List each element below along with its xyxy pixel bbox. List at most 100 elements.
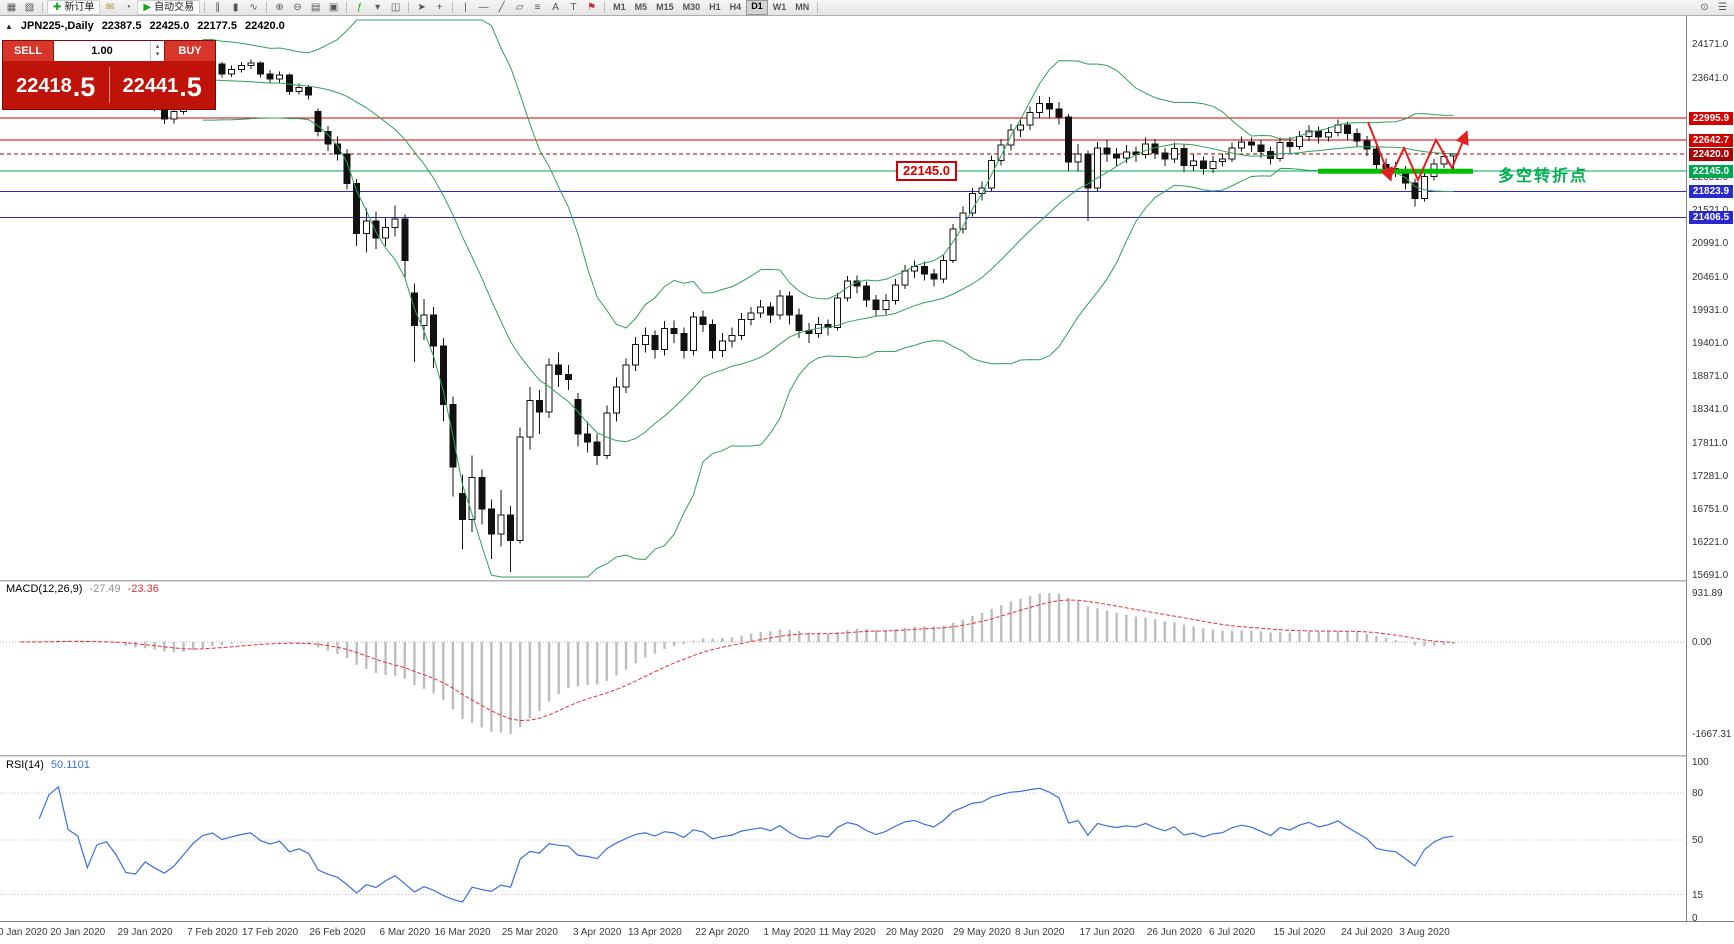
horizontal-line-icon[interactable]: — xyxy=(478,2,489,13)
horizontal-level-lines[interactable] xyxy=(0,117,1686,218)
fibonacci-icon[interactable]: ≡ xyxy=(534,2,541,13)
autotrading-button-label: 自动交易 xyxy=(154,2,195,13)
macd-panel-splitter[interactable] xyxy=(0,580,1734,582)
candlesticks[interactable] xyxy=(16,50,1457,573)
timeframe-m5-button[interactable]: M5 xyxy=(634,2,648,12)
zigzag-annotation[interactable] xyxy=(1389,130,1469,183)
date-label: 20 Jan 2020 xyxy=(50,927,106,938)
price-level-badge: 22420.0 xyxy=(1689,148,1733,161)
price-axis[interactable]: 24171.023641.022051.021521.020991.020461… xyxy=(1686,16,1734,924)
periods-icon[interactable]: ▾ xyxy=(375,2,381,13)
price-callout[interactable]: 22145.0 xyxy=(896,161,957,181)
date-label: 3 Aug 2020 xyxy=(1399,927,1450,938)
down-arrow-annotation[interactable] xyxy=(1367,121,1393,182)
line-chart-icon[interactable]: ∿ xyxy=(249,2,258,13)
date-label: 17 Feb 2020 xyxy=(242,927,299,938)
price-level-badge: 22642.7 xyxy=(1689,134,1733,148)
candlestick-chart-icon[interactable]: ▮ xyxy=(232,2,239,13)
one-click-trading-panel: SELL ▴ ▾ BUY 22418 .5 22441 .5 xyxy=(2,40,216,110)
tile-windows-icon[interactable]: ▣ xyxy=(328,2,339,13)
timeframe-mn-button[interactable]: MN xyxy=(795,2,810,12)
equidistant-channel-icon[interactable]: ▱ xyxy=(515,2,524,13)
templates-icon[interactable]: ◫ xyxy=(390,2,401,13)
zoom-out-icon[interactable]: ⊖ xyxy=(293,2,302,13)
timeframe-h1-button[interactable]: H1 xyxy=(709,2,721,12)
search-icon[interactable]: ⊙ xyxy=(1700,2,1709,13)
toolbar-separator xyxy=(408,2,410,13)
autotrading-button-icon: ▶ xyxy=(143,2,152,13)
history-center-icon[interactable]: ◔ xyxy=(124,2,131,13)
price-tick-label: 20461.0 xyxy=(1692,271,1729,283)
profiles-icon[interactable]: ▧ xyxy=(24,2,35,13)
price-tick-label: 20991.0 xyxy=(1692,238,1729,250)
new-order-button[interactable]: ✚ 新订单 xyxy=(47,0,101,15)
one-click-collapse-icon[interactable]: ▲ xyxy=(5,21,13,31)
pivot-annotation-text[interactable]: 多空转折点 xyxy=(1498,168,1589,185)
price-tick-label: 21521.0 xyxy=(1692,205,1728,216)
buy-button[interactable]: BUY xyxy=(164,41,215,61)
timeframe-h4-button[interactable]: H4 xyxy=(729,2,742,12)
lot-decrease-button[interactable]: ▾ xyxy=(155,51,160,58)
bollinger-bands xyxy=(202,19,1454,578)
macd-axis-label: 0.00 xyxy=(1692,637,1712,648)
grid-icon[interactable]: ▤ xyxy=(310,2,321,13)
toolbar-separator xyxy=(817,2,819,13)
text-icon[interactable]: A xyxy=(552,2,559,13)
macd-histogram xyxy=(28,593,1455,734)
timeframe-m15-button[interactable]: M15 xyxy=(656,2,674,12)
menu-icon[interactable]: ☰ xyxy=(1718,2,1727,13)
date-label: 25 Mar 2020 xyxy=(501,927,558,938)
price-tick-label: 23641.0 xyxy=(1692,72,1729,84)
rsi-axis-label: 50 xyxy=(1692,835,1704,846)
date-label: 15 Jul 2020 xyxy=(1273,927,1326,938)
date-label: 3 Apr 2020 xyxy=(573,927,622,938)
date-label: 6 Mar 2020 xyxy=(379,927,431,938)
rsi-level-lines xyxy=(0,792,1686,896)
date-label: 22 Apr 2020 xyxy=(695,927,750,938)
timeframe-w1-button[interactable]: W1 xyxy=(772,2,787,12)
ohlc-bars-icon[interactable]: ∥ xyxy=(215,2,221,13)
crosshair-icon[interactable]: + xyxy=(436,2,443,13)
symbol-title: JPN225-,Daily xyxy=(20,20,94,32)
trendline-icon[interactable]: ╱ xyxy=(498,2,505,13)
rsi-indicator-label: RSI(14) 50.1101 xyxy=(6,759,90,771)
macd-axis-label: 931.89 xyxy=(1692,588,1723,599)
toolbar-separator xyxy=(452,2,454,13)
rsi-panel-splitter[interactable] xyxy=(0,755,1734,757)
arrow-objects-icon[interactable]: ⚑ xyxy=(587,2,597,13)
cursor-icon[interactable]: ➤ xyxy=(417,2,426,13)
mail-icon[interactable]: ✉ xyxy=(105,2,115,13)
buy-price-int: 22441 xyxy=(122,75,179,97)
date-label: 29 Jan 2020 xyxy=(117,927,173,938)
date-label: 26 Feb 2020 xyxy=(309,927,366,938)
new-order-button-label: 新订单 xyxy=(64,2,95,13)
vertical-line-icon[interactable]: | xyxy=(464,2,467,13)
sell-price[interactable]: 22418 .5 xyxy=(3,69,109,101)
lot-increase-button[interactable]: ▴ xyxy=(155,43,160,50)
toolbar-separator xyxy=(346,2,348,13)
date-label: 1 May 2020 xyxy=(763,927,816,938)
toolbar-separator xyxy=(266,2,268,13)
timeframe-m1-button[interactable]: M1 xyxy=(613,2,626,12)
new-chart-icon[interactable]: ▦ xyxy=(6,2,17,13)
price-tick-label: 16751.0 xyxy=(1692,503,1729,515)
sell-button[interactable]: SELL xyxy=(3,41,54,61)
timeframe-d1-button[interactable]: D1 xyxy=(746,0,768,15)
new-order-button-icon: ✚ xyxy=(53,2,62,13)
timeframe-m30-button[interactable]: M30 xyxy=(682,2,701,12)
text-label-icon[interactable]: T xyxy=(570,2,577,13)
autotrading-button[interactable]: ▶ 自动交易 xyxy=(137,0,201,15)
lot-size-input[interactable] xyxy=(54,41,150,61)
date-label: 29 May 2020 xyxy=(953,927,1011,938)
rsi-axis-label: 15 xyxy=(1692,889,1704,901)
buy-price[interactable]: 22441 .5 xyxy=(110,69,216,101)
price-tick-label: 24171.0 xyxy=(1692,39,1729,51)
price-tick-label: 15691.0 xyxy=(1692,570,1729,582)
date-label: 6 Jul 2020 xyxy=(1209,927,1256,938)
price-tick-label: 16221.0 xyxy=(1692,537,1729,549)
ohlc-high: 22425.0 xyxy=(149,20,190,32)
zoom-in-icon[interactable]: ⊕ xyxy=(275,2,284,13)
indicators-icon[interactable]: ƒ xyxy=(356,2,363,13)
